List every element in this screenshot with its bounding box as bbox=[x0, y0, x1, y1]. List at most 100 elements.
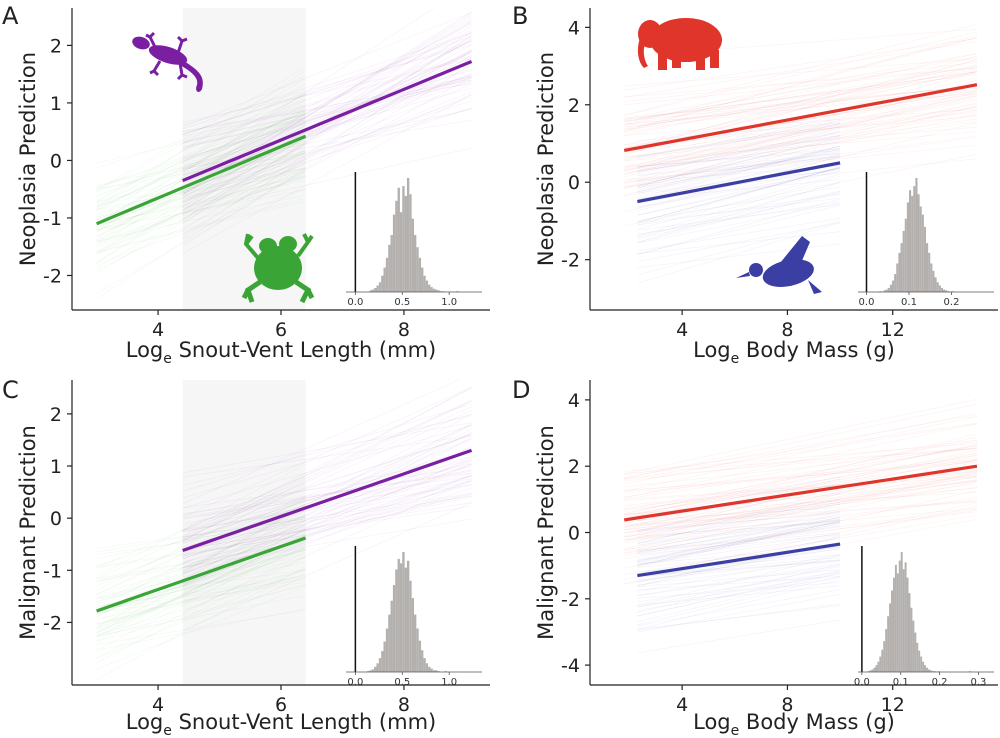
bird-draw-line bbox=[637, 151, 841, 186]
frog-draw-line bbox=[96, 168, 306, 221]
lizard-draw-line bbox=[182, 73, 472, 184]
frog-draw-line bbox=[96, 484, 306, 591]
frog-draw-line bbox=[96, 116, 306, 221]
lizard-draw-line bbox=[182, 422, 472, 474]
histogram-bar bbox=[875, 665, 878, 672]
histogram-bar bbox=[374, 287, 377, 292]
bird-draw-line bbox=[637, 575, 841, 591]
mammal-draw-line bbox=[624, 62, 977, 103]
bird-draw-line bbox=[637, 560, 841, 577]
mammal-draw-line bbox=[624, 109, 977, 171]
histogram-bar bbox=[933, 671, 936, 672]
lizard-draw-line bbox=[182, 455, 472, 560]
bird-draw-line bbox=[637, 122, 841, 142]
panel-letter-b: B bbox=[512, 2, 528, 30]
mammal-draw-line bbox=[624, 37, 978, 126]
lizard-draw-line bbox=[182, 36, 472, 136]
posterior-draws bbox=[624, 399, 978, 654]
histogram-bar bbox=[869, 670, 872, 672]
histogram-bar bbox=[916, 642, 919, 672]
histogram-bar bbox=[919, 206, 922, 292]
bird-draw-line bbox=[637, 166, 841, 223]
lizard-draw-line bbox=[182, 434, 472, 531]
histogram-bar bbox=[883, 290, 886, 292]
histogram-bar bbox=[435, 670, 438, 672]
lizard-draw-line bbox=[182, 460, 472, 564]
lizard-draw-line bbox=[182, 37, 472, 220]
mammal-draw-line bbox=[624, 415, 978, 492]
frog-draw-line bbox=[96, 135, 306, 264]
frog-draw-line bbox=[96, 161, 306, 300]
posterior-draws bbox=[96, 8, 472, 300]
frog-draw-line bbox=[96, 197, 306, 253]
mammal-draw-line bbox=[624, 144, 977, 181]
frog-draw-line bbox=[96, 561, 306, 611]
bird-draw-line bbox=[637, 130, 841, 188]
mammal-draw-line bbox=[624, 91, 978, 185]
frog-draw-line bbox=[96, 152, 306, 190]
y-tick-label: 0 bbox=[568, 172, 580, 194]
inset-tick-label: 0.2 bbox=[932, 677, 948, 688]
lizard-draw-line bbox=[182, 502, 472, 631]
mammal-draw-line bbox=[624, 67, 977, 106]
mammal-draw-line bbox=[624, 64, 978, 136]
bird-draw-line bbox=[637, 498, 841, 544]
lizard-draw-line bbox=[182, 82, 472, 149]
bird-draw-line bbox=[637, 152, 841, 176]
bird-draw-line bbox=[637, 589, 841, 627]
bird-draw-line bbox=[637, 571, 841, 617]
lizard-draw-line bbox=[182, 94, 472, 215]
histogram-bar bbox=[456, 291, 459, 292]
inset-tick-label: 0.5 bbox=[394, 297, 410, 308]
y-axis-label: Malignant Prediction bbox=[534, 425, 558, 640]
mammal-draw-line bbox=[624, 501, 977, 527]
x-tick-label: 12 bbox=[881, 694, 905, 716]
mammal-draw-line bbox=[624, 71, 977, 122]
y-axis-label: Malignant Prediction bbox=[16, 425, 40, 640]
lizard-draw-line bbox=[182, 471, 472, 518]
histogram-bar bbox=[430, 668, 433, 672]
lizard-draw-line bbox=[182, 463, 472, 525]
bird-draw-line bbox=[637, 576, 841, 626]
mammal-draw-line bbox=[624, 502, 978, 580]
inset-tick-label: 0.3 bbox=[971, 677, 987, 688]
histogram-bar bbox=[896, 263, 899, 292]
histogram-bar bbox=[915, 178, 918, 292]
lizard-draw-line bbox=[182, 479, 472, 613]
x-axis-label: Loge Body Mass (g) bbox=[693, 338, 895, 367]
histogram-bar bbox=[395, 569, 398, 672]
frog-draw-line bbox=[96, 608, 306, 651]
panel-letter-a: A bbox=[2, 2, 19, 30]
mammal-draw-line bbox=[624, 455, 977, 512]
mammal-draw-line bbox=[624, 70, 978, 149]
lizard-draw-line bbox=[182, 56, 472, 144]
lizard-draw-line bbox=[182, 478, 472, 533]
bird-draw-line bbox=[637, 168, 841, 216]
frog-draw-line bbox=[96, 96, 306, 224]
lizard-draw-line bbox=[182, 87, 472, 167]
frog-draw-line bbox=[96, 171, 306, 243]
mammal-draw-line bbox=[624, 447, 977, 488]
histogram-bar bbox=[892, 577, 895, 672]
frog-draw-line bbox=[96, 70, 306, 208]
bird-draw-line bbox=[637, 534, 841, 565]
histogram-bar bbox=[914, 632, 917, 672]
mammal-draw-line bbox=[624, 444, 978, 518]
mammal-draw-line bbox=[624, 131, 977, 162]
lizard-draw-line bbox=[182, 65, 472, 194]
mammal-draw-line bbox=[624, 114, 978, 188]
mammal-draw-line bbox=[624, 433, 978, 520]
lizard-draw-line bbox=[182, 51, 472, 198]
bird-draw-line bbox=[637, 572, 841, 623]
frog-draw-line bbox=[96, 138, 306, 229]
x-tick-label: 6 bbox=[275, 694, 287, 716]
mammal-draw-line bbox=[624, 423, 977, 481]
bird-draw-line bbox=[637, 521, 841, 562]
histogram-bar bbox=[889, 284, 892, 292]
histogram-bar bbox=[390, 600, 393, 672]
mammal-draw-line bbox=[624, 456, 978, 534]
frog-draw-line bbox=[96, 167, 306, 271]
histogram-bar bbox=[934, 277, 937, 292]
bird-draw-line bbox=[637, 156, 841, 200]
lizard-draw-line bbox=[182, 469, 472, 519]
